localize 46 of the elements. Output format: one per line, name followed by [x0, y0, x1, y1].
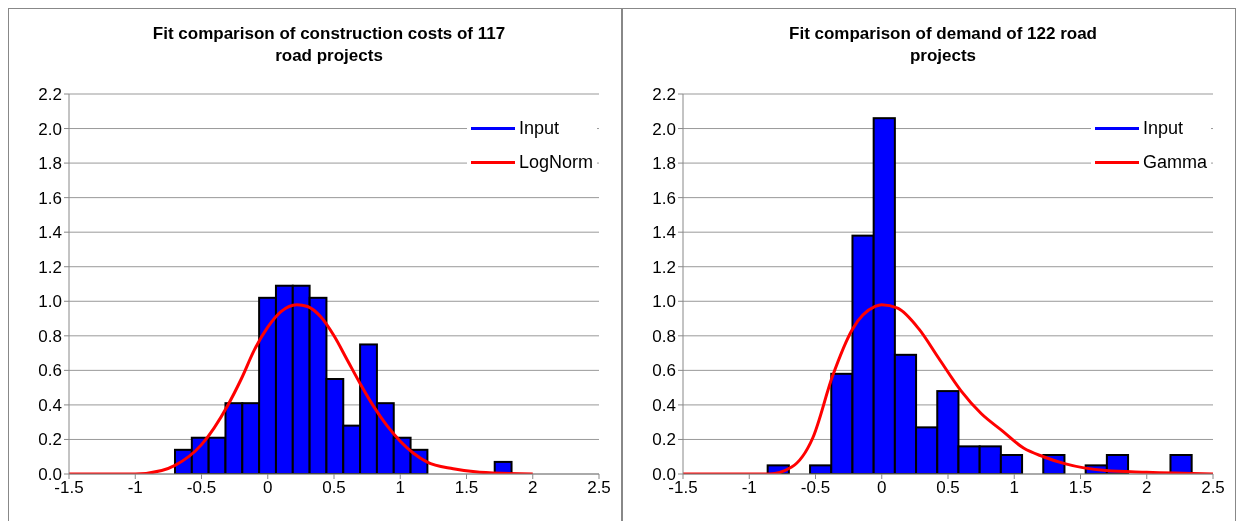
y-tick-label: 0.6	[38, 361, 62, 381]
y-tick-label: 1.2	[38, 257, 62, 277]
x-tick-label: 1	[395, 478, 405, 498]
y-tick-label: 1.6	[652, 188, 676, 208]
y-tick-label: 0.4	[652, 395, 676, 415]
x-tick-label: 1	[1009, 478, 1019, 498]
y-tick-label: 2.0	[38, 119, 62, 139]
legend-label: Input	[518, 117, 560, 139]
y-tick-label: 2.2	[38, 85, 62, 105]
x-tick-label: 0	[263, 478, 273, 498]
chart-title: Fit comparison of demand of 122 road projects	[788, 23, 1098, 67]
x-tick-label: -1	[741, 478, 757, 498]
x-tick-label: 0.5	[322, 478, 346, 498]
x-tick-label: 2	[528, 478, 538, 498]
x-tick-label: -0.5	[800, 478, 831, 498]
y-tick-label: 1.2	[652, 257, 676, 277]
y-tick-label: 1.0	[38, 292, 62, 312]
y-tick-label: 0.0	[38, 465, 62, 485]
legend-label: LogNorm	[518, 151, 593, 173]
x-tick-label: 1.5	[454, 478, 479, 498]
y-tick-label: 0.4	[38, 395, 62, 415]
y-tick-label: 2.2	[652, 85, 676, 105]
x-tick-label: 2.5	[1201, 478, 1225, 498]
y-tick-label: 0.8	[652, 326, 676, 346]
y-tick-label: 2.0	[652, 119, 676, 139]
x-tick-label: 1.5	[1068, 478, 1093, 498]
y-tick-label: 0.0	[652, 465, 676, 485]
legend-label: Input	[1142, 117, 1184, 139]
chart-title: Fit comparison of construction costs of 117 road projects	[151, 23, 507, 67]
y-tick-label: 1.4	[38, 223, 62, 243]
x-tick-label: -1	[127, 478, 143, 498]
y-tick-label: 1.4	[652, 223, 676, 243]
legend-label: Gamma	[1142, 151, 1207, 173]
x-tick-label: -0.5	[186, 478, 217, 498]
y-tick-label: 0.6	[652, 361, 676, 381]
y-tick-label: 1.6	[38, 188, 62, 208]
x-tick-label: 2	[1142, 478, 1152, 498]
y-tick-label: 1.8	[652, 154, 676, 174]
x-tick-label: 0.5	[936, 478, 960, 498]
x-tick-label: 0	[877, 478, 887, 498]
x-tick-label: 2.5	[587, 478, 611, 498]
y-tick-label: 0.2	[38, 430, 62, 450]
y-tick-label: 0.8	[38, 326, 62, 346]
y-tick-label: 0.2	[652, 430, 676, 450]
y-tick-label: 1.0	[652, 292, 676, 312]
y-tick-label: 1.8	[38, 154, 62, 174]
